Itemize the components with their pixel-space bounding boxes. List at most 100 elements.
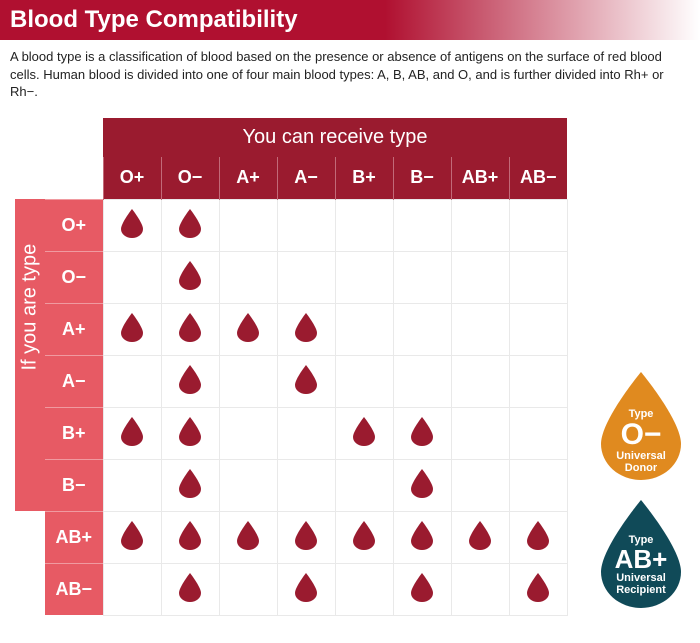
compat-cell — [451, 199, 509, 251]
compat-cell — [335, 199, 393, 251]
blood-drop-icon — [410, 468, 434, 498]
compat-cell — [219, 563, 277, 615]
compat-cell — [335, 355, 393, 407]
row-header: A− — [45, 355, 103, 407]
page-title: Blood Type Compatibility — [0, 0, 700, 40]
compat-cell — [509, 199, 567, 251]
blood-drop-icon — [294, 364, 318, 394]
col-header: O− — [161, 157, 219, 199]
compat-cell — [161, 251, 219, 303]
row-header: B+ — [45, 407, 103, 459]
compat-cell — [509, 407, 567, 459]
compat-cell — [335, 459, 393, 511]
blood-drop-icon — [236, 520, 260, 550]
compat-cell — [277, 199, 335, 251]
col-header: AB+ — [451, 157, 509, 199]
blood-drop-icon — [468, 520, 492, 550]
universal-donor-badge: Type O− Universal Donor — [596, 370, 686, 480]
blood-drop-icon — [294, 572, 318, 602]
compat-cell — [451, 251, 509, 303]
row-header: O+ — [45, 199, 103, 251]
compat-cell — [277, 511, 335, 563]
blood-drop-icon — [410, 520, 434, 550]
compat-cell — [277, 563, 335, 615]
compat-cell — [393, 355, 451, 407]
blood-drop-icon — [120, 416, 144, 446]
compat-cell — [451, 303, 509, 355]
compat-cell — [509, 251, 567, 303]
intro-text: A blood type is a classification of bloo… — [0, 40, 700, 115]
compat-cell — [393, 407, 451, 459]
row-header: A+ — [45, 303, 103, 355]
recipient-sub1: Universal — [616, 572, 666, 584]
col-header: A− — [277, 157, 335, 199]
blood-drop-icon — [294, 520, 318, 550]
compat-cell — [335, 563, 393, 615]
compat-cell — [219, 511, 277, 563]
compat-cell — [161, 355, 219, 407]
col-header: AB− — [509, 157, 567, 199]
left-below-blank — [15, 511, 45, 615]
compat-cell — [161, 563, 219, 615]
blood-drop-icon — [178, 572, 202, 602]
compat-cell — [219, 199, 277, 251]
super-col-header: You can receive type — [103, 118, 567, 157]
compat-cell — [161, 459, 219, 511]
compat-cell — [509, 459, 567, 511]
compat-cell — [103, 511, 161, 563]
blood-drop-icon — [294, 312, 318, 342]
super-row-header: If you are type — [15, 199, 45, 511]
compat-cell — [451, 511, 509, 563]
compat-cell — [103, 459, 161, 511]
compat-cell — [161, 199, 219, 251]
compat-cell — [103, 563, 161, 615]
compat-cell — [219, 303, 277, 355]
blood-drop-icon — [526, 520, 550, 550]
recipient-big-label: AB+ — [615, 546, 668, 572]
compat-cell — [103, 251, 161, 303]
row-header: AB− — [45, 563, 103, 615]
compat-cell — [509, 303, 567, 355]
compat-cell — [335, 407, 393, 459]
row-header: B− — [45, 459, 103, 511]
blood-drop-icon — [178, 260, 202, 290]
compat-cell — [277, 251, 335, 303]
blood-drop-icon — [178, 208, 202, 238]
corner-blank — [15, 118, 45, 199]
col-header: B+ — [335, 157, 393, 199]
blood-drop-icon — [526, 572, 550, 602]
blood-drop-icon — [178, 364, 202, 394]
compat-cell — [277, 407, 335, 459]
compat-cell — [509, 563, 567, 615]
compat-cell — [451, 563, 509, 615]
compat-cell — [509, 511, 567, 563]
compat-cell — [335, 303, 393, 355]
donor-big-label: O− — [621, 420, 662, 450]
blood-drop-icon — [120, 312, 144, 342]
compat-cell — [509, 355, 567, 407]
compat-cell — [451, 407, 509, 459]
blood-drop-icon — [120, 520, 144, 550]
compat-cell — [219, 251, 277, 303]
donor-sub2: Donor — [625, 462, 657, 474]
col-header: A+ — [219, 157, 277, 199]
compat-cell — [393, 563, 451, 615]
blood-drop-icon — [236, 312, 260, 342]
compat-cell — [277, 459, 335, 511]
row-header: AB+ — [45, 511, 103, 563]
compat-cell — [219, 459, 277, 511]
blood-drop-icon — [178, 468, 202, 498]
compat-cell — [393, 199, 451, 251]
blood-drop-icon — [352, 416, 376, 446]
compat-cell — [451, 459, 509, 511]
compat-cell — [335, 511, 393, 563]
compat-cell — [393, 251, 451, 303]
compat-cell — [219, 355, 277, 407]
compat-cell — [393, 511, 451, 563]
blood-drop-icon — [120, 208, 144, 238]
compat-cell — [103, 407, 161, 459]
compat-cell — [161, 407, 219, 459]
compat-cell — [103, 355, 161, 407]
donor-sub1: Universal — [616, 450, 666, 462]
recipient-sub2: Recipient — [616, 584, 666, 596]
